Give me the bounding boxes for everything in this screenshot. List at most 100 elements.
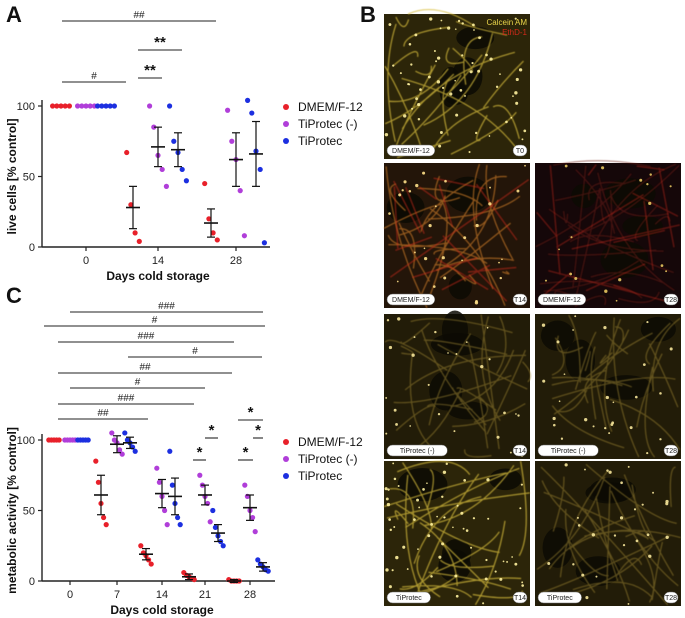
medium-tag-label: TiProtec (-) (400, 448, 435, 455)
micrograph-cell (388, 23, 392, 27)
micrograph-cell (462, 527, 465, 530)
data-point (167, 103, 173, 109)
micrograph-cell (385, 497, 389, 501)
panel-letter-c: C (6, 283, 22, 308)
data-point (250, 514, 256, 521)
micrograph-void (565, 339, 596, 381)
micrograph-cell (622, 543, 626, 547)
micrograph-cell (659, 438, 662, 441)
micrograph-cell (449, 92, 453, 96)
data-point (164, 522, 170, 528)
micrograph-cell (411, 353, 415, 357)
micrograph-cell (519, 507, 522, 510)
micrograph-cell (487, 517, 490, 520)
micrograph-cell (392, 64, 395, 67)
data-point (191, 576, 197, 583)
micrograph-cell (455, 594, 459, 598)
panel-letter-b: B (360, 2, 376, 27)
micrograph-cell (460, 511, 464, 515)
micrograph-cell (402, 545, 406, 549)
data-point (103, 522, 109, 528)
micrograph-cell (439, 131, 443, 134)
micrograph-cell (648, 554, 652, 558)
micrograph-cell (437, 412, 441, 416)
micrograph-cell (608, 470, 612, 474)
micrograph-cell (514, 562, 518, 566)
micrograph-cell (648, 201, 652, 206)
significance-label: ### (138, 331, 155, 342)
micrograph-cell (435, 60, 438, 63)
significance-label: # (91, 71, 97, 82)
micrograph-cell (397, 317, 401, 321)
micrograph-cell (521, 584, 524, 587)
micrograph-cell (463, 479, 467, 482)
legend-marker (283, 138, 289, 144)
micrograph-cell (388, 585, 392, 589)
micrograph-cell (601, 166, 605, 170)
time-tag (512, 144, 528, 157)
micrograph-cell (385, 432, 388, 435)
micrograph-dmem-t28: DMEM/F-12 T28 (535, 160, 681, 308)
legend-label: DMEM/F-12 (298, 100, 363, 114)
y-tick-label: 100 (17, 101, 35, 113)
micrograph-cell (469, 70, 473, 74)
time-tag (663, 444, 679, 457)
micrograph-cell (511, 556, 513, 558)
micrograph-cell (646, 183, 649, 186)
data-point (210, 507, 216, 514)
micrograph-cell (443, 516, 446, 519)
micrograph-cell (423, 247, 426, 250)
data-point (214, 237, 220, 243)
data-point (124, 149, 130, 156)
micrograph-cell (455, 353, 458, 355)
micrograph-cell (502, 560, 505, 563)
micrograph-cell (461, 259, 463, 262)
micrograph-cell (418, 506, 421, 509)
micrograph-cell (585, 596, 589, 600)
micrograph-cell (452, 526, 454, 529)
micrograph-cell (414, 33, 418, 37)
data-point (93, 458, 99, 464)
micrograph-cell (427, 75, 431, 79)
significance-label: ## (133, 10, 145, 21)
micrograph-cell (515, 101, 519, 105)
micrograph-cell (419, 88, 422, 91)
micrograph-cell (544, 279, 548, 282)
micrograph-cell (482, 602, 485, 605)
micrograph-cell (634, 395, 638, 399)
data-point (220, 543, 226, 549)
micrograph-cell (389, 528, 392, 532)
micrograph-cell (659, 392, 662, 395)
micrograph-tip-minus-t28: TiProtec (-) T28 (535, 314, 681, 459)
data-point (242, 482, 248, 488)
micrograph-cell (386, 319, 390, 322)
micrograph-cell (407, 83, 410, 86)
micrograph-cell (434, 330, 437, 334)
micrograph-cell (665, 270, 668, 273)
significance-label: * (248, 404, 254, 421)
micrograph-cell (615, 299, 618, 302)
data-point (56, 437, 62, 443)
data-point (241, 233, 247, 239)
data-point (225, 107, 231, 113)
micrograph-void (640, 316, 676, 342)
medium-tag (537, 444, 599, 457)
data-point (159, 166, 165, 173)
micrograph-cell (413, 336, 416, 339)
micrograph-void (429, 371, 463, 411)
micrograph-cell (480, 365, 484, 369)
micrograph-cell (584, 468, 586, 471)
micrograph-cell (496, 435, 500, 439)
micrograph-cell (641, 503, 644, 506)
data-point (212, 524, 218, 531)
micrograph-cell (403, 180, 407, 184)
medium-tag-label: DMEM/F-12 (392, 297, 430, 304)
micrograph-cell (489, 186, 491, 189)
micrograph-cell (642, 363, 646, 366)
time-tag (512, 293, 528, 306)
legend-label: DMEM/F-12 (298, 435, 363, 449)
significance-label: # (152, 315, 158, 326)
data-point (151, 124, 157, 130)
medium-tag (386, 444, 448, 457)
